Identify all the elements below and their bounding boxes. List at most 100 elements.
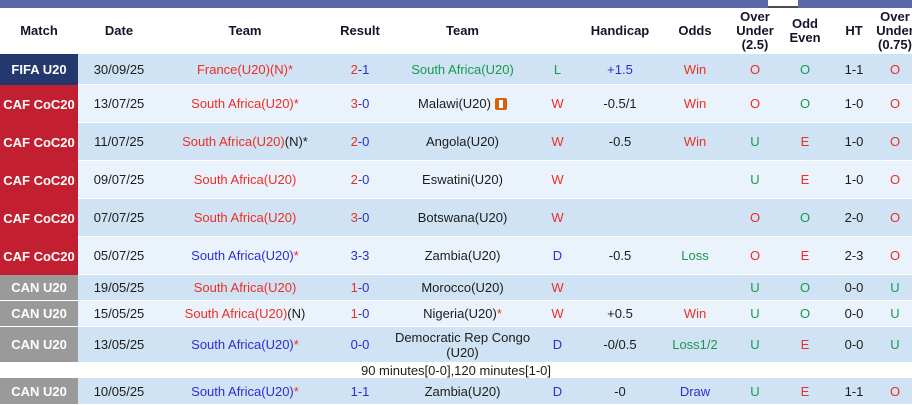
league-badge: CAF CoC20 bbox=[0, 199, 78, 237]
over-under-0-75: U bbox=[878, 275, 912, 301]
odd-even: O bbox=[780, 199, 830, 237]
over-under-2-5: O bbox=[730, 85, 780, 123]
over-under-2-5: O bbox=[730, 237, 780, 275]
match-score: 1 -0 bbox=[330, 301, 390, 327]
handicap: +1.5 bbox=[580, 54, 660, 85]
away-team: Zambia(U20) bbox=[390, 237, 535, 275]
away-team: Zambia(U20) bbox=[390, 378, 535, 405]
odd-even: E bbox=[780, 327, 830, 363]
home-team: France(U20)(N)* bbox=[160, 54, 330, 85]
away-team: Democratic Rep Congo(U20) bbox=[390, 327, 535, 363]
home-team: South Africa(U20)* bbox=[160, 85, 330, 123]
over-under-0-75: O bbox=[878, 161, 912, 199]
header-outcome bbox=[535, 8, 580, 54]
home-team: South Africa(U20) bbox=[160, 161, 330, 199]
handicap bbox=[580, 161, 660, 199]
header-ht: HT bbox=[845, 23, 863, 38]
away-team: Botswana(U20) bbox=[390, 199, 535, 237]
odd-even: O bbox=[780, 54, 830, 85]
match-score: 0-0 bbox=[330, 327, 390, 363]
note-row: 90 minutes[0-0],120 minutes[1-0] bbox=[0, 363, 912, 378]
away-team: Malawi(U20) bbox=[390, 85, 535, 123]
handicap-odds bbox=[660, 161, 730, 199]
home-team: South Africa(U20) (N)* bbox=[160, 123, 330, 161]
topbar-notch bbox=[768, 0, 798, 8]
outcome: W bbox=[535, 85, 580, 123]
handicap-odds bbox=[660, 275, 730, 301]
away-team: Eswatini(U20) bbox=[390, 161, 535, 199]
match-row: CAN U20 15/05/25 South Africa(U20) (N) 1 -0 Ni… bbox=[0, 301, 912, 327]
outcome: W bbox=[535, 301, 580, 327]
handicap: -0/0.5 bbox=[580, 327, 660, 363]
outcome: D bbox=[535, 237, 580, 275]
match-row: FIFA U20 30/09/25 France(U20)(N)* 2 -1 South … bbox=[0, 54, 912, 85]
home-team: South Africa(U20) bbox=[160, 199, 330, 237]
match-row: CAN U20 13/05/25 South Africa(U20) * 0-0 Demo… bbox=[0, 327, 912, 363]
home-team: South Africa(U20) (N) bbox=[160, 301, 330, 327]
odd-even: O bbox=[780, 301, 830, 327]
over-under-0-75: U bbox=[878, 327, 912, 363]
over-under-2-5: U bbox=[730, 161, 780, 199]
match-row: CAN U20 10/05/25 South Africa(U20) * 1-1 Zamb… bbox=[0, 378, 912, 405]
handicap: -0.5 bbox=[580, 123, 660, 161]
match-date: 19/05/25 bbox=[78, 275, 160, 301]
over-under-0-75: O bbox=[878, 123, 912, 161]
league-badge: CAF CoC20 bbox=[0, 237, 78, 275]
halftime-score: 1-1 bbox=[830, 54, 878, 85]
over-under-2-5: U bbox=[730, 301, 780, 327]
outcome: L bbox=[535, 54, 580, 85]
home-team: South Africa(U20) bbox=[160, 275, 330, 301]
handicap: -0.5 bbox=[580, 237, 660, 275]
over-under-0-75: O bbox=[878, 85, 912, 123]
match-score: 3 -0 bbox=[330, 85, 390, 123]
match-date: 09/07/25 bbox=[78, 161, 160, 199]
odd-even: E bbox=[780, 123, 830, 161]
match-row: CAF CoC20 13/07/25 South Africa(U20)* 3 -0 Ma… bbox=[0, 85, 912, 123]
header-match: Match bbox=[20, 23, 58, 38]
over-under-2-5: O bbox=[730, 199, 780, 237]
halftime-score: 2-0 bbox=[830, 199, 878, 237]
home-team: South Africa(U20)* bbox=[160, 378, 330, 405]
handicap: -0.5/1 bbox=[580, 85, 660, 123]
halftime-score: 1-0 bbox=[830, 85, 878, 123]
odd-even: E bbox=[780, 161, 830, 199]
header-handicap: Handicap bbox=[590, 23, 650, 38]
halftime-score: 0-0 bbox=[830, 327, 878, 363]
handicap bbox=[580, 275, 660, 301]
outcome: W bbox=[535, 123, 580, 161]
table-body: FIFA U20 30/09/25 France(U20)(N)* 2 -1 South … bbox=[0, 54, 912, 405]
table-header: Match Date Team Result Team Handicap Odd… bbox=[0, 8, 912, 54]
match-score: 2 -1 bbox=[330, 54, 390, 85]
away-team: South Africa(U20) bbox=[390, 54, 535, 85]
header-away-team: Team bbox=[446, 23, 479, 38]
odd-even: O bbox=[780, 275, 830, 301]
match-score: 1-1 bbox=[330, 378, 390, 405]
outcome: D bbox=[535, 378, 580, 405]
league-badge: CAF CoC20 bbox=[0, 85, 78, 123]
handicap-odds: Win bbox=[660, 85, 730, 123]
match-date: 07/07/25 bbox=[78, 199, 160, 237]
over-under-2-5: O bbox=[730, 54, 780, 85]
halftime-score: 1-1 bbox=[830, 378, 878, 405]
away-team: Angola(U20) bbox=[390, 123, 535, 161]
halftime-score: 2-3 bbox=[830, 237, 878, 275]
handicap: -0 bbox=[580, 378, 660, 405]
matches-table: Match Date Team Result Team Handicap Odd… bbox=[0, 8, 912, 405]
header-over-under-0-75: Over Under (0.75) bbox=[876, 9, 912, 52]
league-badge: CAF CoC20 bbox=[0, 123, 78, 161]
card-icon bbox=[494, 97, 507, 110]
match-row: CAF CoC20 05/07/25 South Africa(U20) * 3-3 Za… bbox=[0, 237, 912, 275]
home-team: South Africa(U20)* bbox=[160, 237, 330, 275]
header-home-team: Team bbox=[228, 23, 262, 38]
league-badge: FIFA U20 bbox=[0, 54, 78, 85]
over-under-0-75: O bbox=[878, 237, 912, 275]
league-badge: CAN U20 bbox=[0, 275, 78, 301]
outcome: D bbox=[535, 327, 580, 363]
league-badge: CAN U20 bbox=[0, 327, 78, 363]
handicap-odds: Loss1/2 bbox=[660, 327, 730, 363]
topbar bbox=[0, 0, 912, 8]
over-under-0-75: O bbox=[878, 378, 912, 405]
match-score: 2 -0 bbox=[330, 161, 390, 199]
league-badge: CAN U20 bbox=[0, 301, 78, 327]
